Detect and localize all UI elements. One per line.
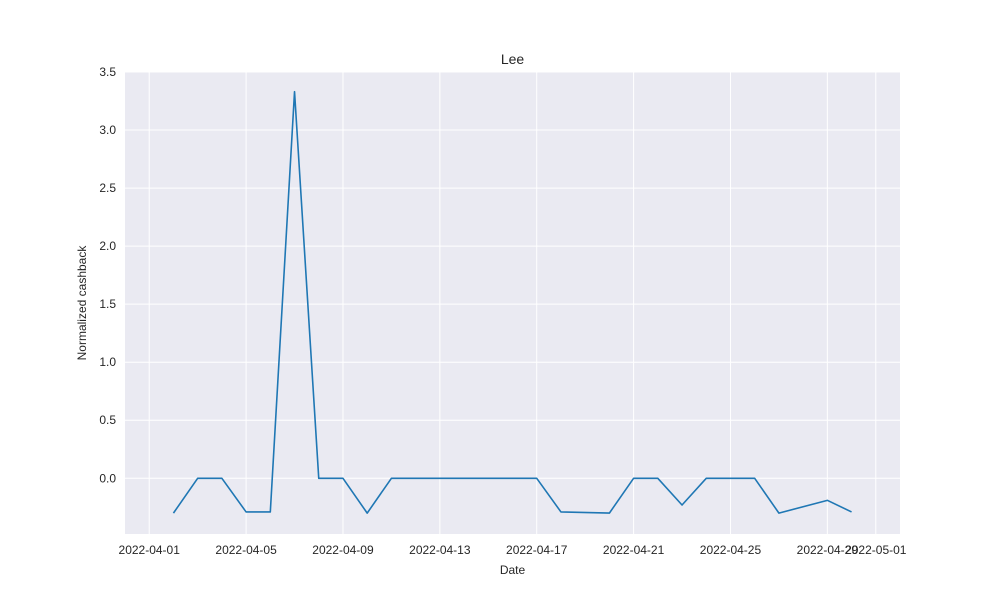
x-tick-label: 2022-04-09: [312, 543, 374, 557]
x-tick-label: 2022-04-17: [506, 543, 568, 557]
y-tick-label: 2.0: [99, 239, 116, 253]
x-tick-labels: 2022-04-01 2022-04-05 2022-04-09 2022-04-13…: [119, 543, 907, 557]
chart-title: Lee: [501, 51, 525, 67]
y-tick-label: 0.0: [99, 471, 116, 485]
plot-area: [125, 72, 900, 534]
x-tick-label: 2022-04-05: [215, 543, 277, 557]
x-tick-label: 2022-05-01: [845, 543, 907, 557]
x-gridlines: [148, 72, 877, 534]
y-tick-labels: 0.0 0.5 1.0 1.5 2.0 2.5 3.0 3.5: [99, 65, 116, 485]
x-tick-label: 2022-04-01: [119, 543, 181, 557]
x-tick-label: 2022-04-13: [409, 543, 471, 557]
y-gridlines: [125, 71, 900, 479]
y-tick-label: 3.5: [99, 65, 116, 79]
y-tick-label: 1.5: [99, 297, 116, 311]
y-tick-label: 1.0: [99, 355, 116, 369]
x-axis-label: Date: [500, 563, 526, 577]
y-axis-label: Normalized cashback: [75, 245, 89, 361]
x-tick-label: 2022-04-25: [700, 543, 762, 557]
series-line: [172, 90, 852, 514]
series-layer: [172, 90, 852, 514]
y-tick-label: 0.5: [99, 413, 116, 427]
x-tick-label: 2022-04-21: [603, 543, 665, 557]
x-tick-label: 2022-04-29: [797, 543, 859, 557]
y-tick-label: 2.5: [99, 181, 116, 195]
y-tick-label: 3.0: [99, 123, 116, 137]
